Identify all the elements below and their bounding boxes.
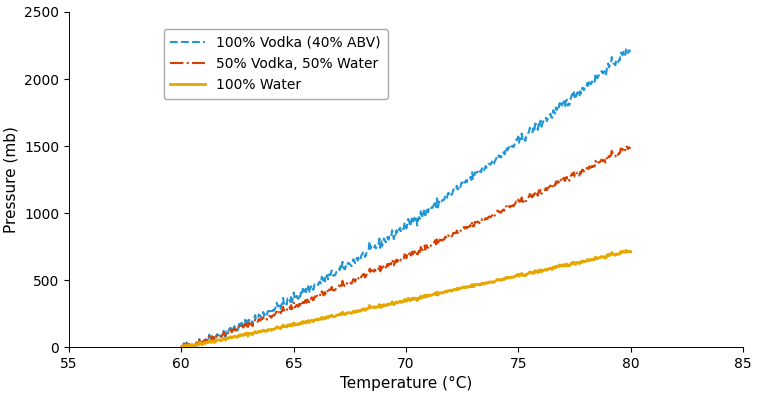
50% Vodka, 50% Water xyxy=(177,344,186,349)
100% Vodka (40% ABV) xyxy=(621,46,630,51)
50% Vodka, 50% Water xyxy=(394,258,403,263)
100% Water xyxy=(394,300,403,305)
Line: 100% Vodka (40% ABV): 100% Vodka (40% ABV) xyxy=(182,48,630,347)
100% Water xyxy=(546,266,555,271)
Legend: 100% Vodka (40% ABV), 50% Vodka, 50% Water, 100% Water: 100% Vodka (40% ABV), 50% Vodka, 50% Wat… xyxy=(163,29,388,99)
Line: 50% Vodka, 50% Water: 50% Vodka, 50% Water xyxy=(182,146,630,347)
100% Vodka (40% ABV) xyxy=(546,111,555,116)
Y-axis label: Pressure (mb): Pressure (mb) xyxy=(4,126,18,233)
100% Water xyxy=(178,345,187,350)
100% Vodka (40% ABV) xyxy=(394,229,403,234)
50% Vodka, 50% Water xyxy=(546,183,555,188)
50% Vodka, 50% Water xyxy=(626,146,635,151)
Line: 100% Water: 100% Water xyxy=(182,251,630,347)
100% Vodka (40% ABV) xyxy=(445,190,454,195)
100% Vodka (40% ABV) xyxy=(391,232,400,237)
50% Vodka, 50% Water xyxy=(421,247,430,252)
100% Water xyxy=(177,344,186,349)
50% Vodka, 50% Water xyxy=(178,345,187,350)
X-axis label: Temperature (°C): Temperature (°C) xyxy=(340,376,472,391)
100% Water xyxy=(626,249,635,254)
100% Water xyxy=(616,249,625,254)
50% Vodka, 50% Water xyxy=(445,232,454,237)
100% Vodka (40% ABV) xyxy=(626,49,635,54)
50% Vodka, 50% Water xyxy=(391,260,400,265)
100% Vodka (40% ABV) xyxy=(616,50,625,55)
100% Vodka (40% ABV) xyxy=(177,344,186,348)
50% Vodka, 50% Water xyxy=(621,144,630,148)
100% Water xyxy=(621,248,630,253)
50% Vodka, 50% Water xyxy=(616,146,625,151)
100% Vodka (40% ABV) xyxy=(178,345,187,350)
100% Water xyxy=(391,301,400,306)
100% Water xyxy=(421,295,430,300)
100% Vodka (40% ABV) xyxy=(421,213,430,218)
100% Water xyxy=(445,288,454,293)
